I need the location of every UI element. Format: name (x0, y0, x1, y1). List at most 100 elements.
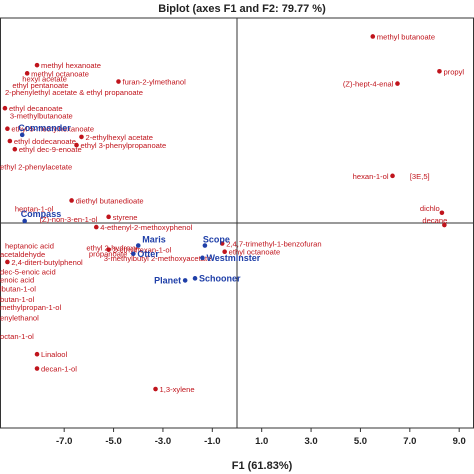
x-tick-label: 5.0 (354, 436, 367, 447)
variable-label: 1,3-xylene (160, 385, 195, 394)
variable-label: 2-ethylhexyl acetate (85, 133, 153, 142)
variable-label: ethyl dec-9-enoate (19, 145, 82, 154)
x-axis-label: F1 (61.83%) (232, 460, 293, 472)
variable-label: 2-phenylethyl acetate & ethyl propanoate (5, 88, 143, 97)
x-tick-labels: -7.0 -5.0 -3.0 -1.0 1.0 3.0 5.0 7.0 9.0 (56, 428, 466, 447)
x-tick-label: -3.0 (155, 436, 171, 447)
variable-point (2, 105, 8, 111)
variable-label: 3-methylbutanoate (10, 112, 73, 121)
variable-label: [3E,5] (410, 172, 430, 181)
variable-point (153, 386, 158, 392)
variable-point (79, 134, 84, 140)
x-tick-label: -7.0 (56, 436, 72, 447)
observation-point (22, 218, 27, 224)
x-tick-label: -1.0 (204, 436, 220, 447)
x-tick-label: 3.0 (304, 436, 317, 447)
variable-label: ethyl 5-methylhexanoate (11, 125, 94, 134)
variable-label: lbutan-1-ol (0, 285, 36, 294)
x-tick-label: -5.0 (105, 436, 121, 447)
variable-label: hexan-1-ol (353, 172, 389, 181)
variable-point (370, 34, 376, 39)
chart-title: Biplot (axes F1 and F2: 79.77 %) (158, 3, 326, 15)
variable-point (437, 69, 442, 74)
x-tick-label: 1.0 (255, 436, 268, 447)
variable-label: ethyl 2-hydroxy- (86, 244, 140, 253)
variable-label: methyl hexanoate (41, 61, 101, 70)
variable-point (93, 224, 99, 230)
observation-point (135, 243, 141, 248)
variable-point (5, 259, 10, 265)
variable-point (116, 79, 121, 84)
observation-label: Maris (142, 235, 166, 245)
variable-point (74, 142, 79, 148)
observation-point (200, 255, 205, 261)
observation-point (182, 278, 188, 283)
variable-label: 3-methylbutyl 2-methoxyacetate (104, 254, 212, 263)
variable-label: styrene (113, 213, 138, 222)
variable-label: 4-ethenyl-2-methoxyphenol (100, 223, 192, 232)
variable-point (12, 146, 18, 152)
variable-label: hexyl acetate (22, 75, 67, 84)
variable-label: propyl (443, 67, 464, 76)
observation-point (19, 132, 25, 138)
variable-point (69, 198, 74, 203)
variable-point (34, 351, 40, 357)
variable-label: Linalool (41, 350, 67, 359)
observation-point (192, 276, 198, 281)
variable-label: (Z)-non-3-en-1-ol (40, 215, 98, 224)
variable-label: 2,4-ditert-butylphenol (11, 258, 83, 267)
observation-label: Westminster (206, 253, 260, 263)
observation-label: Planet (154, 275, 181, 285)
variable-point (7, 138, 13, 144)
variable-label: heptan-1-ol (15, 205, 54, 214)
observation-label: Scope (203, 235, 230, 245)
variable-label: ethyl 2-phenylacetate (0, 162, 72, 171)
variable-label: ethyl dodecanoate (14, 137, 76, 146)
variable-point (106, 247, 111, 252)
variable-point (219, 241, 225, 246)
observation-point (131, 251, 136, 257)
variable-label: ethyl octanoate (229, 248, 281, 257)
variable-point (395, 81, 400, 86)
variable-label: ethyl pentanoate (12, 81, 68, 90)
variable-label: octan-1-ol (0, 332, 34, 341)
variable-label: heptanoic acid (5, 242, 54, 251)
observation-label: Commander (18, 123, 71, 133)
variable-label: methyl octanoate (31, 69, 89, 78)
variable-point (5, 126, 10, 131)
variable-label: furan-2-ylmethanol (123, 78, 187, 87)
variable-label: ethyl 3-phenylpropanoate (81, 141, 167, 150)
variable-point (442, 222, 447, 228)
variable-label: butan-1-ol (0, 295, 35, 304)
variable-label: enylethanol (0, 313, 39, 322)
variable-label: propanoate (89, 249, 127, 258)
x-tick-label: 9.0 (453, 436, 466, 447)
observation-label: Otter (137, 249, 159, 259)
variable-points: methyl butanoate propyl (Z)-hept-4-enal hex… (0, 32, 464, 394)
variable-label: decan-1-ol (41, 365, 77, 374)
variable-label: acetaldehyde (0, 250, 45, 259)
variable-label: decane (422, 216, 447, 225)
variable-label: dec-5-enoic acid (0, 267, 56, 276)
variable-label: methyl butanoate (377, 32, 435, 41)
variable-label: (Z)-hept-4-enal (343, 80, 394, 89)
variable-label: ethyl decanoate (9, 104, 63, 113)
variable-point (439, 210, 445, 216)
variable-point (34, 366, 40, 371)
observation-points: Commander Compass Maris Otter Scope Westminst… (18, 123, 261, 286)
observation-point (202, 243, 208, 248)
variable-point (24, 71, 30, 76)
variable-label: 2,4,7-trimethyl-1-benzofuran (226, 240, 321, 249)
variable-point (34, 62, 40, 68)
variable-point (106, 214, 111, 220)
variable-label: methylpropan-1-ol (0, 303, 62, 312)
variable-label: 2-ethylhexan-1-ol (113, 246, 172, 255)
variable-label: dichlo (420, 204, 440, 213)
observation-label: Schooner (199, 273, 241, 283)
variable-label: diethyl butanedioate (76, 196, 144, 205)
variable-label: enoic acid (0, 276, 34, 285)
x-tick-label: 7.0 (403, 436, 416, 447)
variable-point (390, 173, 395, 179)
observation-label: Compass (21, 209, 62, 219)
